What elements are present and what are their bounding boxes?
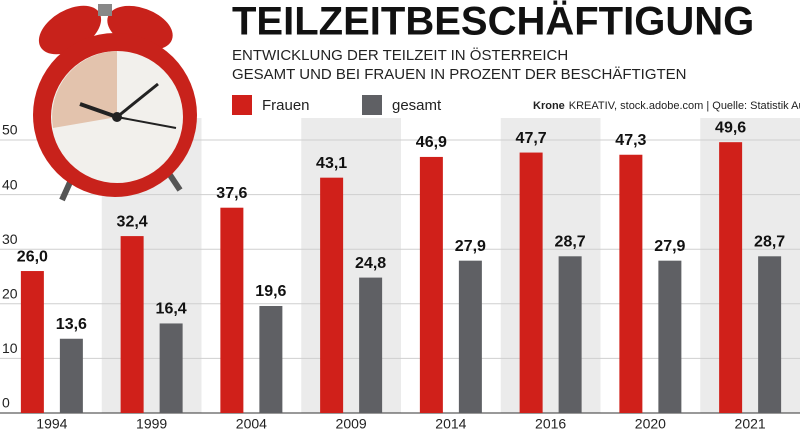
- x-tick-label: 2014: [435, 416, 466, 432]
- value-label: 47,3: [615, 132, 646, 149]
- x-tick-label: 2016: [535, 416, 566, 432]
- legend: Frauen gesamt: [232, 95, 442, 115]
- background-band: [301, 118, 401, 413]
- bar: [719, 142, 743, 413]
- x-tick-label: 2021: [735, 416, 766, 432]
- background-band: [700, 118, 800, 413]
- background-bands: [101, 118, 800, 413]
- x-tick-label: 2004: [236, 416, 267, 432]
- y-tick-label: 40: [2, 176, 18, 192]
- background-band: [500, 118, 601, 413]
- y-tick-label: 50: [2, 122, 18, 138]
- y-tick-label: 20: [2, 286, 18, 302]
- source-text: KREATIV, stock.adobe.com | Quelle: Stati…: [569, 100, 800, 112]
- bar: [619, 154, 643, 413]
- bar: [20, 271, 44, 413]
- bar: [519, 152, 543, 414]
- value-label: 49,6: [715, 119, 746, 136]
- bar: [320, 177, 344, 413]
- bar: [758, 256, 782, 413]
- bar: [159, 323, 183, 413]
- value-label: 16,4: [156, 301, 187, 318]
- value-label: 28,7: [555, 234, 586, 251]
- subtitle: GESAMT UND BEI FRAUEN IN PROZENT DER BES…: [232, 66, 687, 83]
- bar: [120, 236, 144, 413]
- value-label: 19,6: [255, 283, 286, 300]
- value-label: 27,9: [455, 238, 486, 255]
- value-label: 46,9: [416, 134, 447, 151]
- value-label: 27,9: [654, 238, 685, 255]
- legend-label: gesamt: [392, 97, 442, 114]
- value-label: 47,7: [516, 130, 547, 147]
- bar: [220, 207, 244, 413]
- legend-label: Frauen: [262, 97, 310, 114]
- bar: [359, 277, 383, 413]
- title: TEILZEITBESCHÄFTIGUNG: [232, 0, 754, 44]
- x-tick-label: 2009: [336, 416, 367, 432]
- x-tick-label: 1994: [36, 416, 67, 432]
- bar: [259, 305, 283, 413]
- value-label: 13,6: [56, 316, 87, 333]
- bar: [458, 260, 482, 413]
- x-tick-label: 2020: [635, 416, 666, 432]
- y-tick-label: 0: [2, 395, 10, 411]
- legend-swatch: [232, 95, 252, 115]
- value-label: 43,1: [316, 155, 347, 172]
- bars: 26,0 32,4 37,6 43,1 46,9 47,7 47,3 49,6 13,6 16,4…: [17, 119, 785, 431]
- source-brand: Krone: [533, 100, 565, 112]
- value-label: 37,6: [216, 185, 247, 202]
- bar: [59, 338, 83, 413]
- y-tick-label: 10: [2, 340, 18, 356]
- bar: [558, 256, 582, 413]
- bar: [658, 260, 682, 413]
- value-label: 26,0: [17, 248, 48, 265]
- x-tick-label: 1999: [136, 416, 167, 432]
- value-label: 24,8: [355, 255, 386, 272]
- y-tick-label: 30: [2, 231, 18, 247]
- subtitle: ENTWICKLUNG DER TEILZEIT IN ÖSTERREICH: [232, 46, 568, 64]
- value-label: 28,7: [754, 234, 785, 251]
- source: Krone KREATIV, stock.adobe.com | Quelle: …: [533, 100, 800, 112]
- bar: [419, 156, 443, 413]
- legend-swatch: [362, 95, 382, 115]
- alarm-clock: [33, 4, 197, 202]
- value-label: 32,4: [117, 213, 148, 230]
